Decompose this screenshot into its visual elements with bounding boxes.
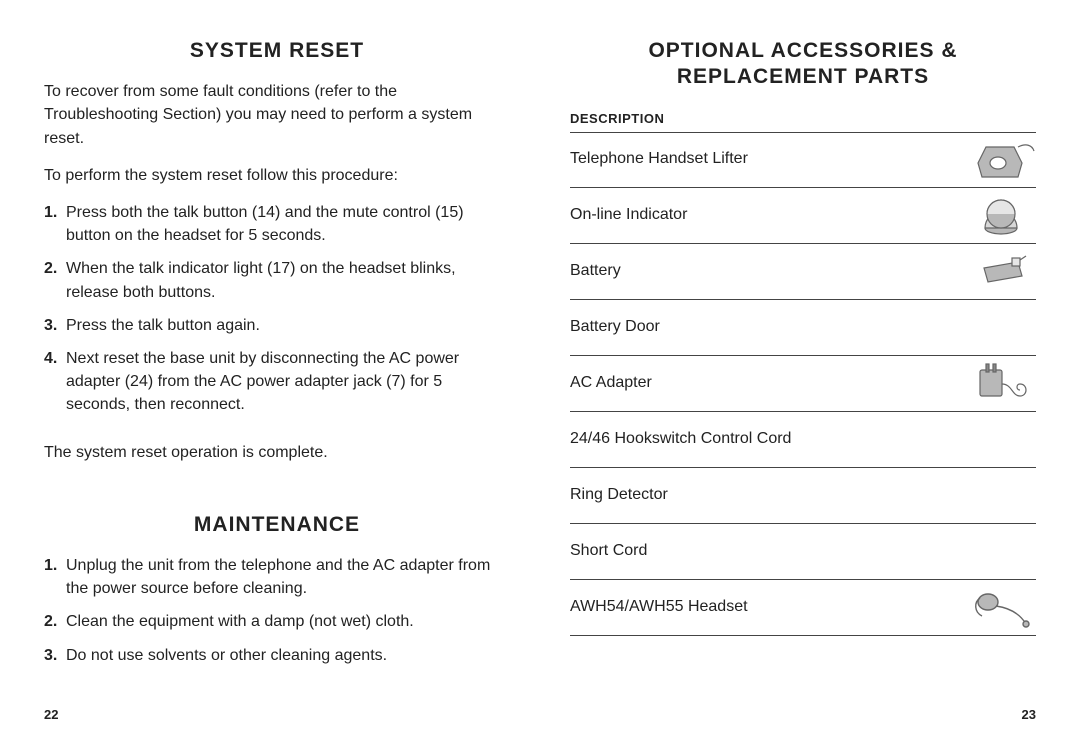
accessory-row: Short Cord xyxy=(570,524,1036,580)
accessory-row: Telephone Handset Lifter xyxy=(570,132,1036,188)
reset-complete: The system reset operation is complete. xyxy=(44,441,510,464)
accessory-row: Ring Detector xyxy=(570,468,1036,524)
maintenance-step: Clean the equipment with a damp (not wet… xyxy=(44,610,510,633)
accessory-name: Ring Detector xyxy=(570,485,668,506)
heading-accessories: OPTIONAL ACCESSORIES & REPLACEMENT PARTS xyxy=(570,38,1036,91)
accessory-name: On-line Indicator xyxy=(570,205,687,226)
reset-step: Press both the talk button (14) and the … xyxy=(44,201,510,247)
accessory-name: AC Adapter xyxy=(570,373,652,394)
page-number-left: 22 xyxy=(44,707,58,722)
description-label: DESCRIPTION xyxy=(570,111,1036,126)
reset-step: Next reset the base unit by disconnectin… xyxy=(44,347,510,417)
reset-step: Press the talk button again. xyxy=(44,314,510,337)
accessory-name: 24/46 Hookswitch Control Cord xyxy=(570,429,791,450)
reset-step: When the talk indicator light (17) on th… xyxy=(44,257,510,303)
reset-steps: Press both the talk button (14) and the … xyxy=(44,201,510,427)
maintenance-step: Unplug the unit from the telephone and t… xyxy=(44,554,510,600)
accessory-name: Telephone Handset Lifter xyxy=(570,149,748,170)
maintenance-steps: Unplug the unit from the telephone and t… xyxy=(44,554,510,677)
headset-icon xyxy=(966,584,1036,630)
accessory-row: 24/46 Hookswitch Control Cord xyxy=(570,412,1036,468)
lifter-icon xyxy=(966,137,1036,183)
accessories-list: Telephone Handset Lifter On-line Indicat… xyxy=(570,132,1036,636)
blank-icon xyxy=(966,472,1036,518)
reset-intro-1: To recover from some fault conditions (r… xyxy=(44,80,510,150)
blank-icon xyxy=(966,416,1036,462)
reset-intro-2: To perform the system reset follow this … xyxy=(44,164,510,187)
acadapter-icon xyxy=(966,360,1036,406)
maintenance-step: Do not use solvents or other cleaning ag… xyxy=(44,644,510,667)
accessory-row: Battery Door xyxy=(570,300,1036,356)
accessory-name: Battery Door xyxy=(570,317,660,338)
right-page: OPTIONAL ACCESSORIES & REPLACEMENT PARTS… xyxy=(540,38,1036,722)
accessory-name: Battery xyxy=(570,261,621,282)
accessory-row: AC Adapter xyxy=(570,356,1036,412)
heading-system-reset: SYSTEM RESET xyxy=(44,38,510,64)
blank-icon xyxy=(966,528,1036,574)
accessory-name: AWH54/AWH55 Headset xyxy=(570,597,748,618)
accessory-row: Battery xyxy=(570,244,1036,300)
accessory-row: AWH54/AWH55 Headset xyxy=(570,580,1036,636)
page-number-right: 23 xyxy=(1022,707,1036,722)
battery-icon xyxy=(966,248,1036,294)
accessory-row: On-line Indicator xyxy=(570,188,1036,244)
heading-maintenance: MAINTENANCE xyxy=(44,512,510,538)
blank-icon xyxy=(966,304,1036,350)
accessory-name: Short Cord xyxy=(570,541,647,562)
olindicator-icon xyxy=(966,192,1036,238)
left-page: SYSTEM RESET To recover from some fault … xyxy=(44,38,540,722)
